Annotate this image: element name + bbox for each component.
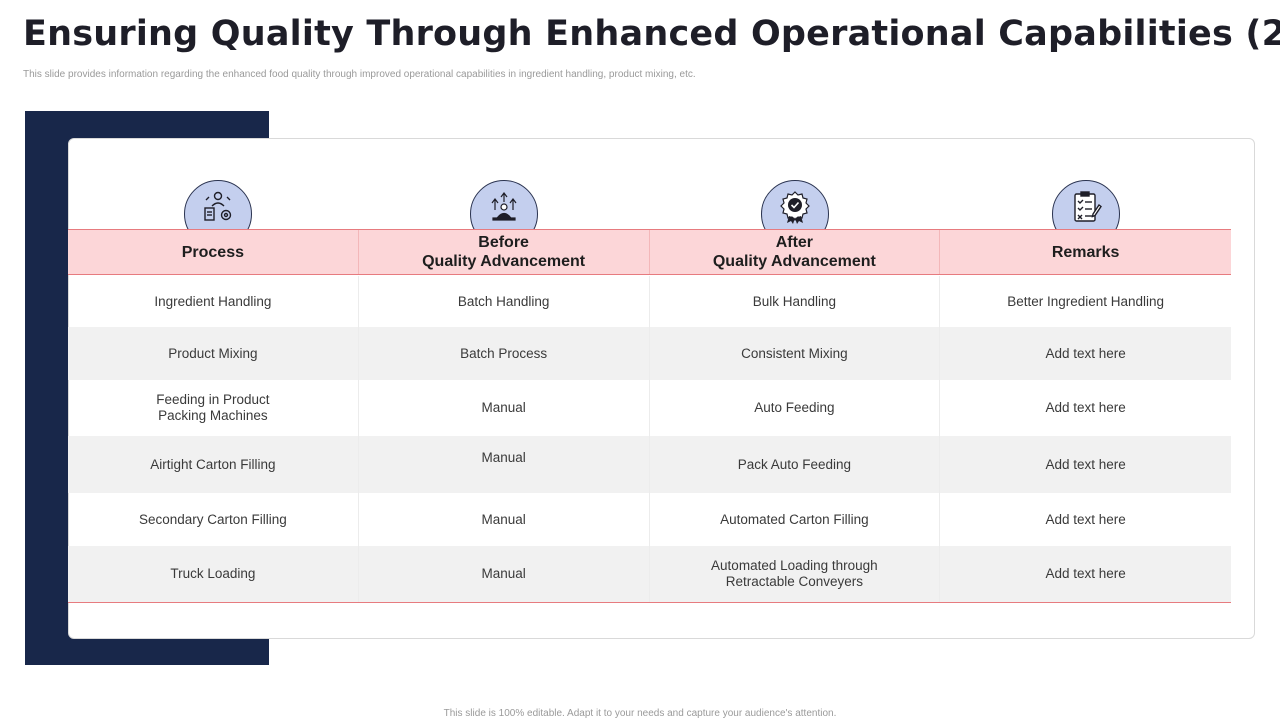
table-cell: Manual <box>359 493 650 546</box>
slide-subtitle: This slide provides information regardin… <box>23 69 696 80</box>
table-cell: Batch Handling <box>359 276 650 327</box>
table-bottom-border <box>68 602 1231 603</box>
table-cell: Pack Auto Feeding <box>650 436 941 493</box>
table-cell: Manual <box>359 436 650 493</box>
table-cell: Auto Feeding <box>650 380 941 436</box>
table-cell: Automated Carton Filling <box>650 493 941 546</box>
header-process: Process <box>68 230 359 274</box>
slide-title: Ensuring Quality Through Enhanced Operat… <box>23 14 1280 54</box>
table-cell: Consistent Mixing <box>650 327 941 380</box>
header-before: Before Quality Advancement <box>359 230 650 274</box>
table-row: Ingredient Handling Batch Handling Bulk … <box>68 276 1231 327</box>
table-row: Product Mixing Batch Process Consistent … <box>68 327 1231 380</box>
table-cell: Secondary Carton Filling <box>68 493 359 546</box>
table-row: Feeding in Product Packing Machines Manu… <box>68 380 1231 436</box>
header-remarks: Remarks <box>1051 243 1120 261</box>
table-cell: Bulk Handling <box>650 276 941 327</box>
table-row: Airtight Carton Filling Manual Pack Auto… <box>68 436 1231 493</box>
table-header-row: Process Before Quality Advancement After… <box>68 229 1231 275</box>
slide-footer: This slide is 100% editable. Adapt it to… <box>443 708 837 719</box>
table-cell: Feeding in Product Packing Machines <box>68 380 359 436</box>
table-cell: Automated Loading through Retractable Co… <box>650 546 941 602</box>
table-cell: Product Mixing <box>68 327 359 380</box>
header-after: After Quality Advancement <box>650 230 941 274</box>
table-cell: Manual <box>359 546 650 602</box>
table-cell: Add text here <box>1045 400 1126 415</box>
table-cell: Ingredient Handling <box>68 276 359 327</box>
table-cell: Add text here <box>1045 456 1126 472</box>
table-cell: Add text here <box>1045 511 1126 527</box>
table-cell: Add text here <box>1045 345 1126 361</box>
table-cell: Truck Loading <box>68 546 359 602</box>
table-cell: Add text here <box>1045 566 1126 581</box>
table-cell: Batch Process <box>359 327 650 380</box>
table-cell: Manual <box>359 380 650 436</box>
table-cell: Better Ingredient Handling <box>1007 293 1165 309</box>
table-cell: Airtight Carton Filling <box>68 436 359 493</box>
table-row: Truck Loading Manual Automated Loading t… <box>68 546 1231 602</box>
quality-badge-icon <box>761 180 829 248</box>
table-row: Secondary Carton Filling Manual Automate… <box>68 493 1231 546</box>
